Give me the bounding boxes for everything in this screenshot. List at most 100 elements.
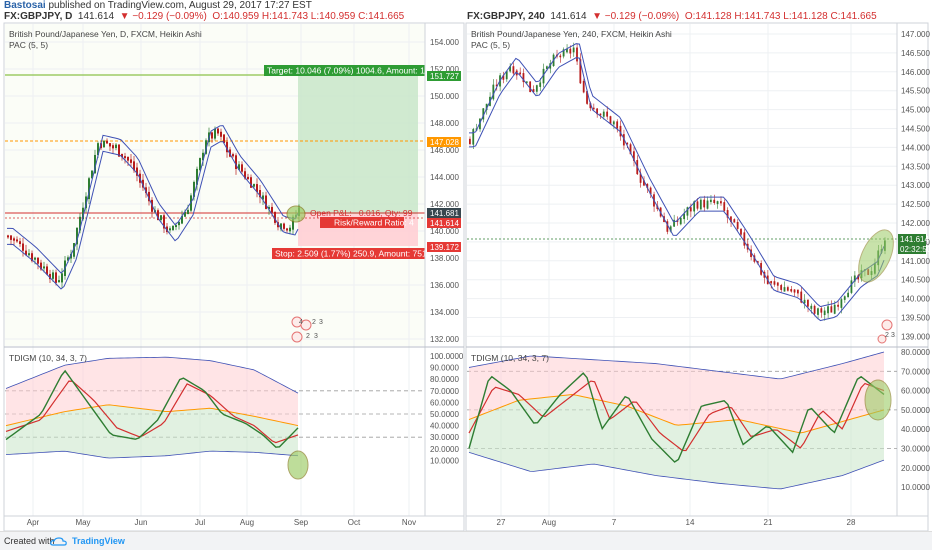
candle[interactable]: [160, 215, 162, 221]
candle[interactable]: [619, 125, 622, 137]
target-zone[interactable]: [298, 75, 418, 214]
candle[interactable]: [73, 243, 75, 257]
candle[interactable]: [91, 170, 93, 179]
candle[interactable]: [223, 134, 225, 144]
candle[interactable]: [853, 275, 856, 282]
candle[interactable]: [529, 81, 532, 93]
candle[interactable]: [226, 141, 228, 153]
candle[interactable]: [235, 155, 237, 170]
candle[interactable]: [683, 213, 685, 220]
left-time-axis[interactable]: Apr May Jun Jul Aug Sep Oct Nov: [27, 518, 416, 527]
candle[interactable]: [79, 216, 81, 231]
candle[interactable]: [88, 178, 90, 200]
candle[interactable]: [256, 184, 258, 193]
candle[interactable]: [49, 273, 51, 280]
candle[interactable]: [469, 138, 471, 145]
candle[interactable]: [268, 206, 270, 210]
candle[interactable]: [736, 221, 739, 229]
candle[interactable]: [37, 257, 39, 264]
candle[interactable]: [196, 168, 198, 185]
candle[interactable]: [58, 280, 60, 283]
candle[interactable]: [199, 158, 201, 171]
candle[interactable]: [76, 227, 78, 245]
candle[interactable]: [726, 210, 729, 218]
candle[interactable]: [616, 121, 619, 129]
right-osc-title[interactable]: TDIGM (10, 34, 3, 7): [471, 353, 549, 363]
candle[interactable]: [786, 287, 789, 291]
candle[interactable]: [542, 68, 545, 84]
candle[interactable]: [773, 281, 776, 285]
mark-icon[interactable]: [881, 319, 893, 331]
candle[interactable]: [241, 164, 243, 172]
mark-icon[interactable]: [877, 334, 887, 344]
left-price-axis[interactable]: 154.000 152.000 150.000 148.000 146.000 144.0…: [430, 38, 459, 344]
candle[interactable]: [606, 111, 609, 117]
candle[interactable]: [247, 176, 249, 180]
candle[interactable]: [566, 48, 568, 53]
candle[interactable]: [292, 216, 294, 230]
candle[interactable]: [535, 85, 538, 92]
candle[interactable]: [70, 253, 72, 259]
candle[interactable]: [847, 292, 849, 298]
candle[interactable]: [19, 241, 21, 244]
candle[interactable]: [112, 145, 114, 149]
candle[interactable]: [10, 235, 12, 240]
candle[interactable]: [7, 235, 9, 238]
right-time-axis[interactable]: 27 Aug 7 14 21 28: [497, 518, 856, 527]
candle[interactable]: [118, 144, 120, 157]
candle[interactable]: [100, 143, 102, 149]
candle[interactable]: [169, 228, 171, 231]
candle[interactable]: [148, 191, 150, 202]
candle[interactable]: [733, 219, 736, 223]
candle[interactable]: [211, 132, 213, 139]
candle[interactable]: [43, 266, 45, 269]
candle[interactable]: [649, 187, 652, 195]
candle[interactable]: [238, 164, 240, 170]
candle[interactable]: [277, 222, 279, 228]
candle[interactable]: [843, 296, 846, 300]
left-osc-axis[interactable]: 100.0000 90.0000 80.0000 70.0000 60.0000 50.0…: [430, 352, 464, 465]
candle[interactable]: [857, 275, 860, 280]
candle[interactable]: [539, 82, 542, 87]
candle[interactable]: [796, 289, 799, 294]
candle[interactable]: [136, 167, 138, 176]
candle[interactable]: [94, 154, 96, 174]
candle[interactable]: [810, 305, 813, 309]
candle[interactable]: [16, 239, 18, 242]
candle[interactable]: [127, 156, 129, 161]
candle[interactable]: [756, 261, 759, 264]
candle[interactable]: [193, 181, 195, 197]
candle[interactable]: [629, 144, 632, 155]
candle[interactable]: [626, 142, 629, 145]
candle[interactable]: [850, 280, 853, 293]
candle[interactable]: [519, 72, 522, 75]
candle[interactable]: [271, 206, 273, 213]
right-mini-marks[interactable]: 2 3: [877, 319, 895, 344]
right-price-axis[interactable]: 147.000 146.500 146.000 145.500 145.000 144.5…: [901, 30, 930, 341]
candle[interactable]: [121, 153, 123, 158]
candle[interactable]: [25, 250, 27, 255]
candle[interactable]: [509, 66, 511, 72]
mark-icon[interactable]: [300, 319, 312, 331]
candle[interactable]: [103, 140, 105, 148]
candle[interactable]: [262, 195, 264, 200]
candle[interactable]: [289, 227, 291, 232]
candle[interactable]: [609, 116, 612, 124]
candle[interactable]: [837, 304, 839, 307]
candle[interactable]: [232, 154, 234, 157]
candle[interactable]: [632, 151, 635, 161]
candle[interactable]: [813, 305, 816, 314]
candle[interactable]: [706, 200, 709, 209]
candle[interactable]: [569, 48, 572, 54]
candle[interactable]: [596, 108, 598, 115]
candle[interactable]: [827, 306, 829, 314]
candle[interactable]: [545, 66, 548, 69]
candle[interactable]: [689, 207, 692, 212]
candle[interactable]: [274, 211, 276, 223]
candle[interactable]: [97, 143, 99, 156]
candle[interactable]: [157, 210, 159, 221]
candle[interactable]: [40, 262, 42, 270]
candle[interactable]: [703, 199, 706, 208]
candle[interactable]: [106, 140, 108, 144]
candle[interactable]: [750, 249, 752, 258]
